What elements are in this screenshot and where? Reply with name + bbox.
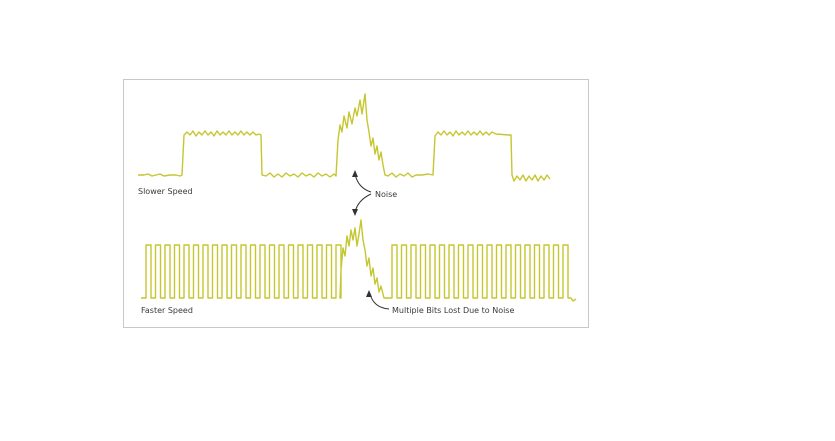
noise-arrowhead-lower <box>352 209 358 216</box>
bits-lost-label: Multiple Bits Lost Due to Noise <box>392 306 514 315</box>
signal-noise-diagram: Slower Speed Noise Faster Speed Multiple… <box>123 79 589 328</box>
faster-speed-signal <box>141 219 577 302</box>
noise-arrowhead-upper <box>352 170 358 177</box>
noise-label: Noise <box>375 190 397 199</box>
slower-speed-signal <box>138 93 551 182</box>
slower-speed-label: Slower Speed <box>138 187 193 196</box>
bits-lost-arrowhead <box>366 290 372 297</box>
diagram-canvas: Slower Speed Noise Faster Speed Multiple… <box>138 93 577 315</box>
faster-speed-label: Faster Speed <box>141 306 193 315</box>
bits-lost-arrow <box>369 293 390 310</box>
